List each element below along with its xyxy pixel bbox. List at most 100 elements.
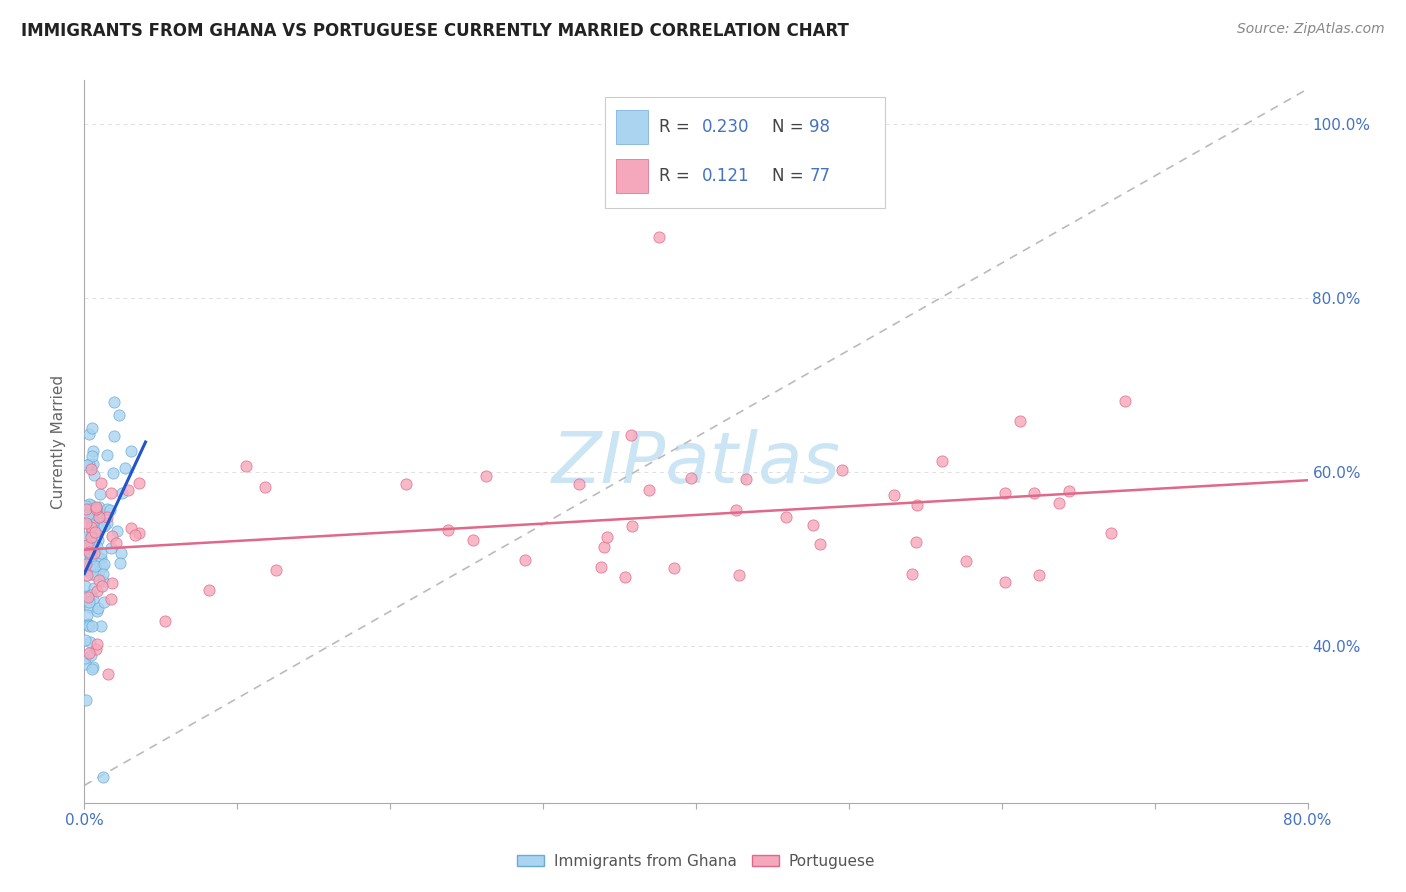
Point bbox=[96, 509, 118, 524]
Point bbox=[264, 563, 287, 577]
Point bbox=[1028, 568, 1050, 582]
Point bbox=[153, 614, 176, 628]
Point bbox=[98, 502, 121, 516]
Point bbox=[82, 443, 104, 458]
Point bbox=[75, 501, 97, 516]
Point bbox=[83, 581, 105, 595]
Point bbox=[90, 550, 112, 565]
Point bbox=[235, 458, 257, 473]
Point bbox=[82, 591, 104, 606]
Point bbox=[883, 488, 905, 502]
Point bbox=[80, 530, 103, 544]
Point bbox=[80, 567, 103, 582]
Point bbox=[96, 516, 118, 531]
Point bbox=[77, 619, 100, 633]
Point bbox=[103, 429, 125, 443]
Point bbox=[80, 524, 103, 538]
Point bbox=[77, 426, 100, 441]
Point bbox=[86, 637, 108, 651]
Point bbox=[82, 505, 104, 519]
Point bbox=[91, 559, 114, 574]
Point bbox=[82, 660, 104, 674]
Point bbox=[77, 457, 100, 471]
Point bbox=[75, 557, 97, 571]
Point bbox=[80, 543, 103, 558]
Point bbox=[80, 551, 103, 566]
Point bbox=[89, 505, 111, 519]
Point bbox=[84, 501, 107, 516]
Point bbox=[76, 458, 98, 472]
Point bbox=[76, 538, 98, 552]
Point bbox=[76, 538, 98, 552]
Point bbox=[808, 537, 831, 551]
Point bbox=[79, 501, 101, 516]
Point bbox=[75, 534, 97, 549]
Point bbox=[75, 516, 97, 530]
Legend: Immigrants from Ghana, Portuguese: Immigrants from Ghana, Portuguese bbox=[510, 847, 882, 875]
Point bbox=[77, 539, 100, 553]
Point bbox=[648, 230, 671, 244]
Point bbox=[461, 533, 484, 547]
Point bbox=[475, 468, 498, 483]
Point bbox=[77, 646, 100, 660]
Point bbox=[84, 524, 107, 539]
Point bbox=[80, 525, 103, 540]
Point bbox=[86, 603, 108, 617]
Point bbox=[931, 453, 953, 467]
Point bbox=[110, 546, 132, 560]
Point bbox=[76, 568, 98, 582]
Point bbox=[831, 463, 853, 477]
Point bbox=[727, 568, 749, 582]
Point bbox=[83, 568, 105, 582]
Point bbox=[395, 477, 418, 491]
Point bbox=[100, 576, 122, 591]
Point bbox=[621, 518, 644, 533]
Point bbox=[1022, 486, 1045, 500]
Point bbox=[955, 554, 977, 568]
Point bbox=[198, 582, 221, 597]
Point bbox=[513, 552, 536, 566]
Point bbox=[89, 487, 111, 501]
Point bbox=[90, 579, 112, 593]
Point bbox=[592, 540, 614, 554]
Point bbox=[591, 560, 613, 574]
Point bbox=[994, 575, 1017, 590]
Point bbox=[93, 595, 115, 609]
Point bbox=[75, 657, 97, 672]
Point bbox=[82, 509, 104, 524]
Point bbox=[82, 662, 104, 676]
Point bbox=[620, 428, 643, 442]
Point bbox=[100, 541, 122, 555]
Point bbox=[79, 520, 101, 534]
Point bbox=[100, 485, 122, 500]
Y-axis label: Currently Married: Currently Married bbox=[51, 375, 66, 508]
Point bbox=[614, 569, 637, 583]
Point bbox=[87, 500, 110, 515]
Point bbox=[75, 651, 97, 665]
Point bbox=[80, 449, 103, 463]
Point bbox=[75, 499, 97, 513]
Point bbox=[679, 471, 702, 485]
Point bbox=[87, 600, 110, 615]
Point bbox=[128, 525, 150, 540]
Point bbox=[75, 579, 97, 593]
Point bbox=[905, 498, 928, 512]
Point bbox=[87, 533, 110, 548]
Point bbox=[75, 553, 97, 567]
Point bbox=[1114, 393, 1136, 408]
Point bbox=[111, 486, 134, 500]
Point bbox=[93, 517, 115, 532]
Point bbox=[89, 506, 111, 520]
Point bbox=[91, 567, 114, 582]
Point bbox=[90, 475, 112, 490]
Point bbox=[90, 619, 112, 633]
Point bbox=[253, 480, 276, 494]
Point bbox=[79, 512, 101, 526]
Point bbox=[84, 517, 107, 532]
Point bbox=[77, 616, 100, 631]
Point bbox=[105, 536, 128, 550]
Point bbox=[80, 421, 103, 435]
Point bbox=[80, 498, 103, 512]
Point bbox=[80, 648, 103, 662]
Point bbox=[79, 462, 101, 476]
